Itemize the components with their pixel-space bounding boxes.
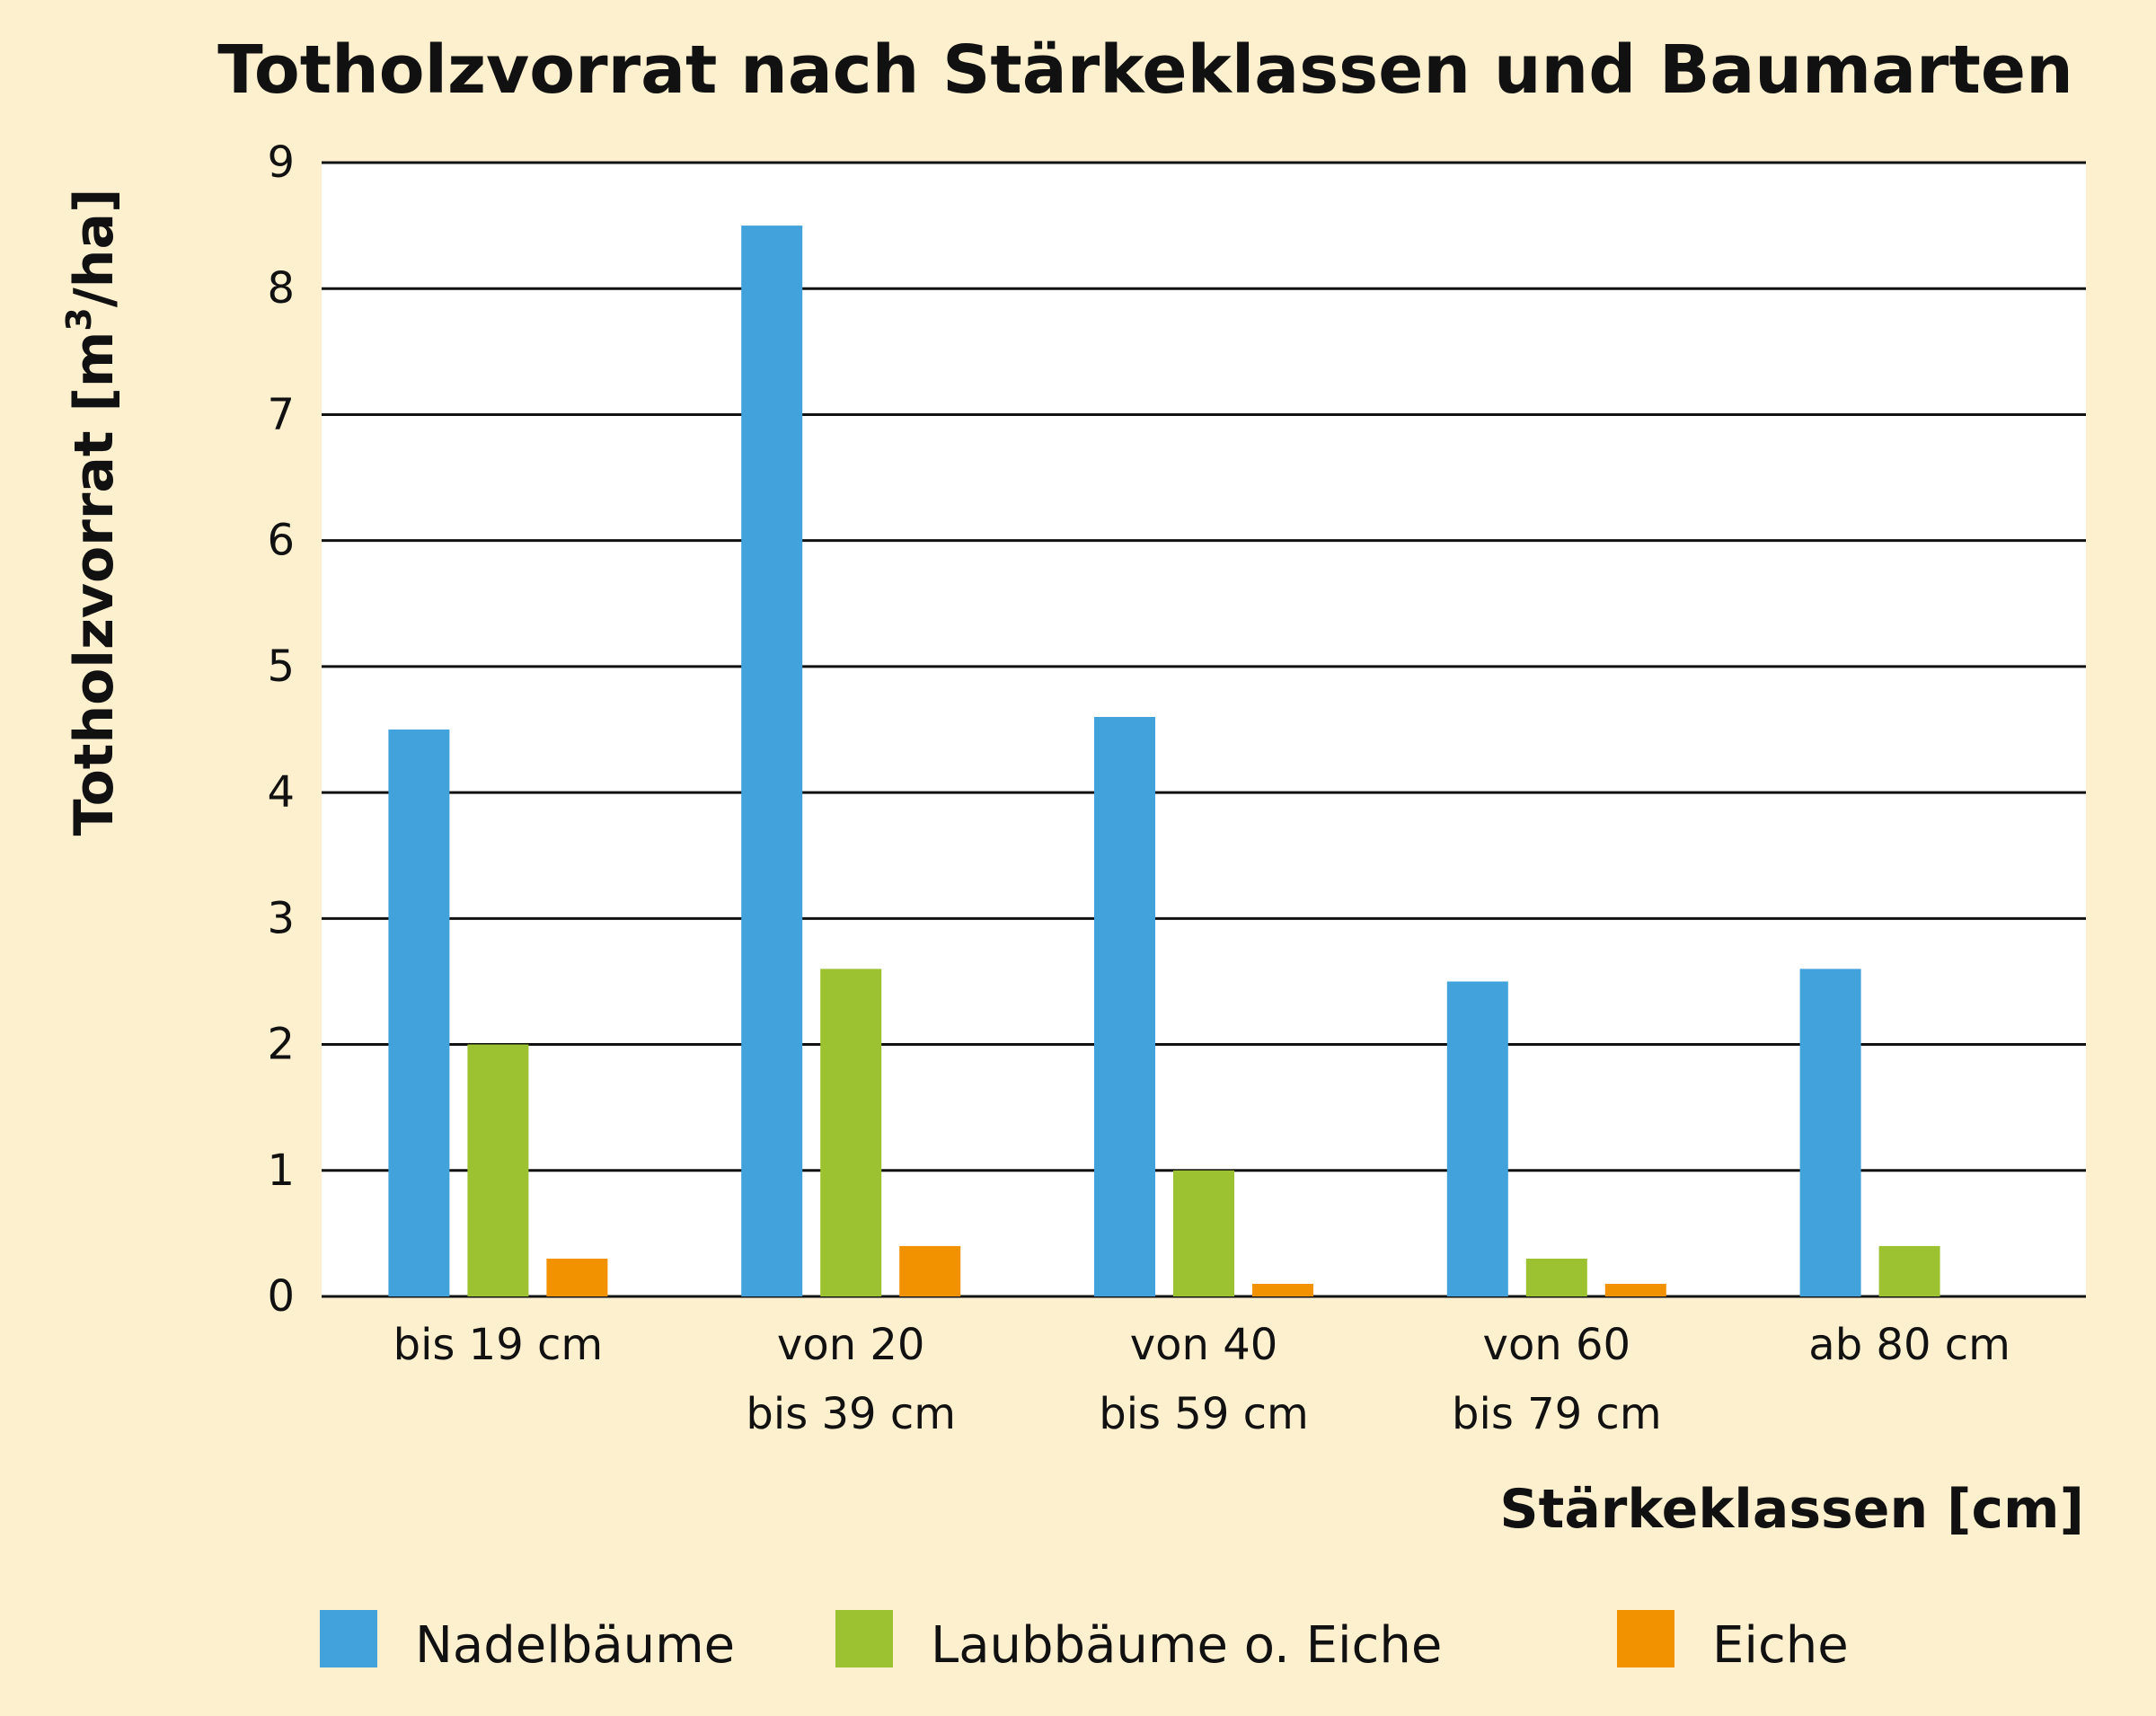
legend-label: Nadelbäume [415,1616,735,1675]
plot-background [322,163,2086,1296]
legend-swatch [1617,1610,1674,1667]
y-axis-ticks: 0 1 2 3 4 5 6 7 8 9 [267,137,295,1322]
bar [546,1258,608,1296]
y-tick-label: 4 [267,767,295,818]
y-axis-label-main: Totholzvorrat [m [63,332,126,836]
bar [1173,1170,1234,1296]
y-axis-label: Totholzvorrat [m3/ha] [59,189,126,836]
legend-swatch [835,1610,893,1667]
bar [1878,1245,1940,1296]
y-tick-label: 8 [267,263,295,314]
x-tick-label: von 40 [1130,1320,1278,1370]
bar [1604,1283,1666,1296]
plot-area [322,163,2086,1296]
y-tick-label: 1 [267,1145,295,1196]
y-tick-label: 0 [267,1271,295,1322]
y-tick-label: 5 [267,641,295,692]
x-tick-label-line2: bis 59 cm [1099,1389,1309,1439]
x-axis-categories: bis 19 cm von 20 bis 39 cm von 40 bis 59 cm v… [393,1320,2010,1439]
x-tick-label: bis 19 cm [393,1320,604,1370]
legend: Nadelbäume Laubbäume o. Eiche Eiche [320,1610,1849,1675]
legend-swatch [320,1610,377,1667]
y-tick-label: 6 [267,516,295,566]
bar [820,969,882,1296]
x-tick-label: von 20 [777,1320,925,1370]
y-axis-label-tail: /ha] [63,189,126,308]
legend-label: Laubbäume o. Eiche [931,1616,1442,1675]
x-tick-label-line2: bis 39 cm [746,1389,956,1439]
x-tick-label: von 60 [1483,1320,1631,1370]
y-tick-label: 9 [267,137,295,188]
bar [899,1245,961,1296]
bar [1094,716,1155,1296]
legend-label: Eiche [1712,1616,1849,1675]
y-tick-label: 7 [267,389,295,439]
bar [467,1044,529,1296]
chart-title: Totholzvorrat nach Stärkeklassen und Bau… [217,31,2073,109]
bars [388,226,1940,1297]
bar [1525,1258,1587,1296]
bar [741,226,803,1297]
x-axis-label: Stärkeklassen [cm] [1499,1478,2084,1541]
y-tick-label: 3 [267,893,295,943]
y-axis-label-superscript: 3 [59,307,99,331]
bar [1252,1283,1313,1296]
x-tick-label-line2: bis 79 cm [1452,1389,1662,1439]
bar [1446,981,1508,1296]
bar [1799,969,1861,1296]
x-tick-label: ab 80 cm [1808,1320,2010,1370]
bar [388,730,450,1296]
y-tick-label: 2 [267,1020,295,1070]
